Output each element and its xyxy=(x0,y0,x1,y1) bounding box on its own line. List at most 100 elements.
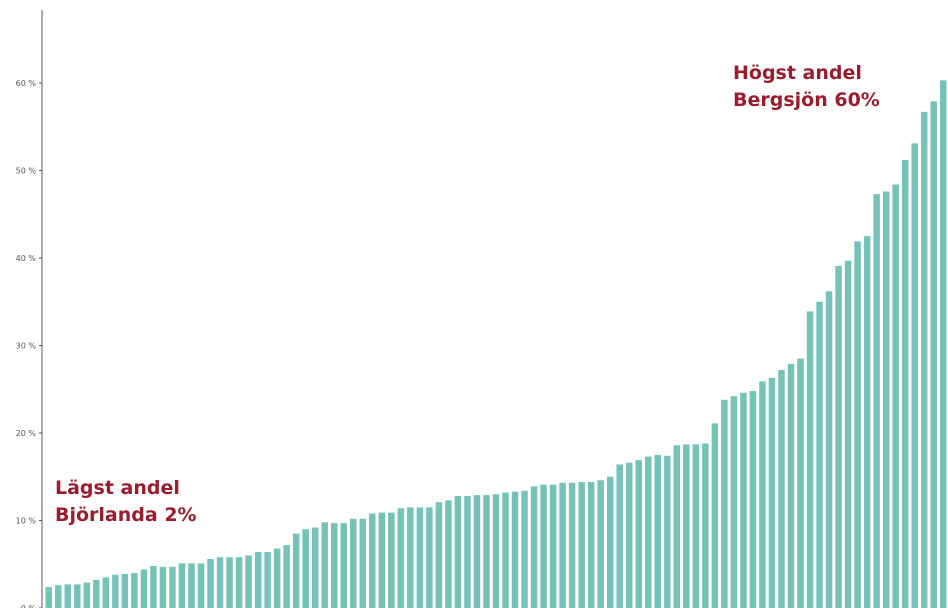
bar xyxy=(511,491,519,608)
bar xyxy=(730,396,738,608)
bar xyxy=(759,381,766,608)
bar xyxy=(816,301,823,608)
bar xyxy=(159,566,167,608)
bar xyxy=(492,494,500,608)
bar xyxy=(197,563,205,608)
bar xyxy=(559,482,566,608)
annotation-highest-line-1: Högst andel xyxy=(733,62,862,84)
bar xyxy=(64,584,72,608)
bar xyxy=(55,585,62,608)
bar xyxy=(216,557,224,608)
bar xyxy=(530,486,538,608)
bar xyxy=(350,518,357,608)
bar xyxy=(207,559,214,608)
bar xyxy=(74,584,81,608)
bar xyxy=(369,513,376,608)
bar xyxy=(549,484,557,608)
bar xyxy=(121,573,129,608)
bar xyxy=(454,496,462,608)
bar xyxy=(749,391,757,608)
y-tick-label: 30 % xyxy=(16,342,37,351)
bar xyxy=(473,495,481,608)
bar xyxy=(311,527,319,608)
bar xyxy=(930,101,937,608)
bar xyxy=(388,512,395,608)
bar xyxy=(540,484,547,608)
bar xyxy=(464,496,471,608)
bar xyxy=(521,490,528,608)
bar xyxy=(654,454,661,608)
bar xyxy=(740,392,747,608)
bar xyxy=(407,507,414,608)
bar xyxy=(83,582,91,608)
bar xyxy=(901,160,909,608)
bar xyxy=(882,191,890,608)
bar xyxy=(150,566,157,608)
bar xyxy=(683,444,690,608)
bar xyxy=(169,566,176,608)
bar xyxy=(806,311,814,608)
y-tick-label: 0 % xyxy=(21,604,37,608)
bar xyxy=(502,492,509,608)
bar xyxy=(578,482,585,608)
annotation-highest-line-2: Bergsjön 60% xyxy=(733,89,880,111)
bar xyxy=(778,370,785,608)
bar xyxy=(692,444,700,608)
bar xyxy=(825,291,833,608)
bar xyxy=(397,508,405,608)
bar xyxy=(606,476,614,608)
bar xyxy=(873,194,880,608)
bar xyxy=(45,587,52,608)
y-tick-label: 20 % xyxy=(16,429,37,438)
annotation-lowest: Lägst andel Björlanda 2% xyxy=(55,475,197,529)
bar xyxy=(673,445,681,608)
bar xyxy=(911,143,918,608)
bar xyxy=(844,260,852,608)
bar xyxy=(445,500,452,608)
bar xyxy=(645,456,652,608)
bar xyxy=(283,545,290,608)
y-tick-label: 40 % xyxy=(16,254,37,263)
bar xyxy=(359,518,367,608)
y-tick-label: 10 % xyxy=(16,517,37,526)
bar xyxy=(635,460,642,608)
y-axis-ticks: 0 % 10 % 20 % 30 % 40 % 50 % 60 % xyxy=(16,79,42,608)
y-tick-label: 50 % xyxy=(16,167,37,176)
bar xyxy=(254,552,262,608)
bar xyxy=(435,502,443,608)
bar xyxy=(226,557,233,608)
bar xyxy=(245,555,252,608)
bar xyxy=(140,569,148,608)
bar xyxy=(235,557,243,608)
y-tick-label: 60 % xyxy=(16,79,37,88)
bar xyxy=(292,533,300,608)
bar xyxy=(112,574,119,608)
annotation-lowest-line-1: Lägst andel xyxy=(55,477,180,499)
bar xyxy=(587,482,595,608)
bar xyxy=(711,423,719,608)
bar xyxy=(892,184,899,608)
bar xyxy=(616,464,623,608)
bar xyxy=(331,523,338,608)
bar xyxy=(93,580,100,608)
bar xyxy=(597,480,604,608)
bar xyxy=(854,241,861,608)
bar xyxy=(835,265,842,608)
bar xyxy=(302,529,309,608)
bar xyxy=(787,363,795,608)
bar xyxy=(273,548,281,608)
bar xyxy=(178,563,186,608)
annotation-lowest-line-2: Björlanda 2% xyxy=(55,504,197,526)
bar xyxy=(797,358,804,608)
bar xyxy=(568,482,576,608)
bar xyxy=(378,512,386,608)
bar xyxy=(768,377,776,608)
bar xyxy=(702,443,709,608)
bar xyxy=(340,523,347,608)
bar xyxy=(188,563,195,608)
bar xyxy=(102,577,110,608)
annotation-highest: Högst andel Bergsjön 60% xyxy=(733,60,880,114)
bars-group xyxy=(45,80,947,608)
bar xyxy=(483,495,490,608)
